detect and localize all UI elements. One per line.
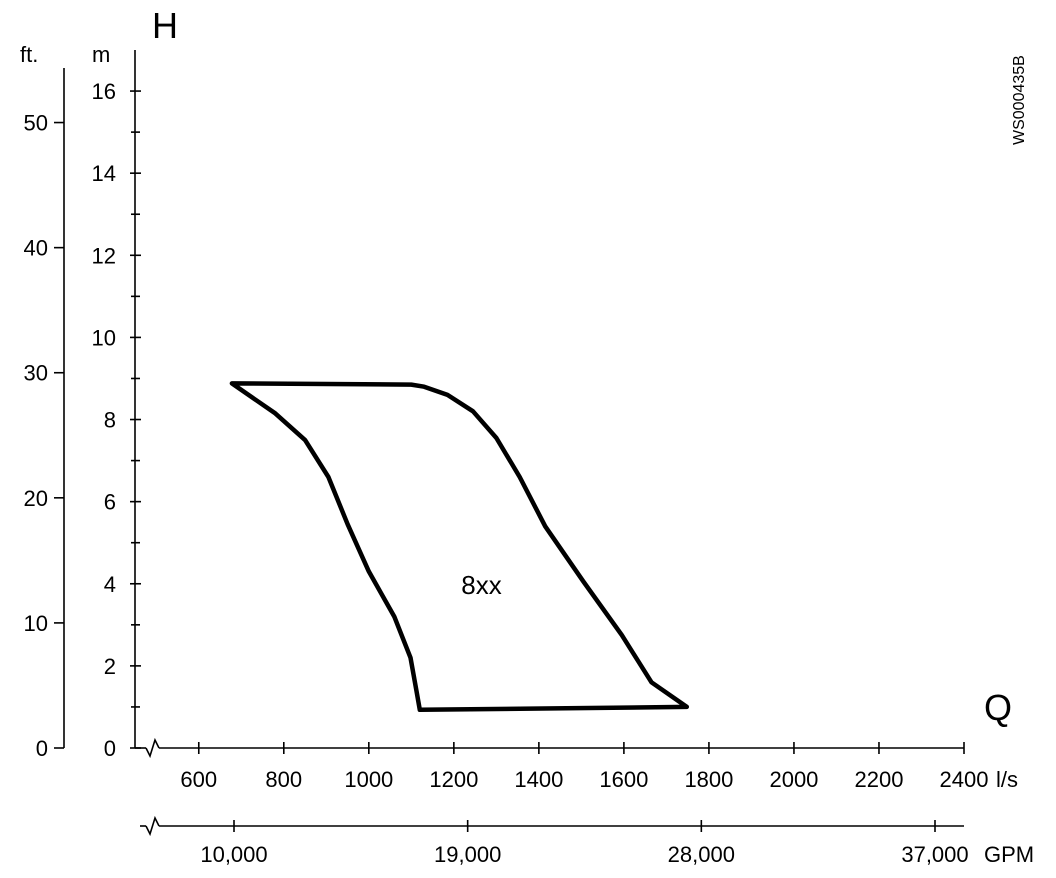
figure-code: WS000435B — [1011, 55, 1028, 145]
flow-ls-tick-label: 600 — [180, 767, 217, 792]
flow-ls-axis: 600 800 1000 1200 1400 1600 1800 2000 2200 2400 — [135, 737, 989, 792]
flow-ls-tick-label: 2000 — [769, 767, 818, 792]
flow-gpm-axis-break — [145, 815, 160, 837]
flow-ls-tick-label: 1000 — [344, 767, 393, 792]
head-m-tick-label: 0 — [104, 736, 116, 761]
head-m-tick-label: 4 — [104, 572, 116, 597]
flow-gpm-tick-label: 28,000 — [668, 842, 735, 867]
head-ft-tick-label: 20 — [24, 486, 48, 511]
flow-gpm-tick-label: 10,000 — [200, 842, 267, 867]
head-ft-tick-label: 10 — [24, 611, 48, 636]
head-m-tick-label: 12 — [92, 243, 116, 268]
head-ft-tick-label: 40 — [24, 236, 48, 261]
head-m-tick-label: 16 — [92, 79, 116, 104]
flow-gpm-unit-label: GPM — [984, 842, 1034, 867]
flow-ls-tick-label: 1400 — [514, 767, 563, 792]
head-ft-tick-label: 50 — [24, 111, 48, 136]
operating-range: 8xx — [229, 381, 690, 713]
head-m-unit-label: m — [92, 42, 110, 67]
flow-ls-axis-break — [145, 737, 160, 759]
flow-ls-tick-label: 1200 — [429, 767, 478, 792]
flow-ls-tick-label: 2400 — [940, 767, 989, 792]
head-m-axis: 0 2 4 6 8 10 12 14 16 — [92, 50, 141, 761]
head-m-tick-label: 6 — [104, 490, 116, 515]
head-ft-tick-label: 30 — [24, 361, 48, 386]
flow-ls-tick-label: 2200 — [854, 767, 903, 792]
head-ft-tick-label: 0 — [36, 736, 48, 761]
head-m-tick-label: 8 — [104, 408, 116, 433]
flow-axis-symbol: Q — [984, 687, 1012, 728]
region-label: 8xx — [461, 570, 501, 600]
flow-ls-tick-label: 1800 — [684, 767, 733, 792]
flow-gpm-axis: 10,000 19,000 28,000 37,000 — [140, 815, 969, 867]
flow-gpm-tick-label: 37,000 — [901, 842, 968, 867]
head-ft-unit-label: ft. — [20, 42, 38, 67]
flow-gpm-tick-label: 19,000 — [434, 842, 501, 867]
operating-range-outline-0 — [229, 381, 690, 713]
head-m-tick-label: 10 — [92, 325, 116, 350]
flow-ls-tick-label: 1600 — [599, 767, 648, 792]
flow-ls-tick-label: 800 — [265, 767, 302, 792]
head-m-tick-label: 2 — [104, 654, 116, 679]
head-ft-axis: 0 10 20 30 40 50 — [24, 68, 65, 761]
head-m-tick-label: 14 — [92, 161, 116, 186]
flow-ls-unit-label: l/s — [996, 767, 1018, 792]
head-axis-symbol: H — [152, 5, 178, 46]
